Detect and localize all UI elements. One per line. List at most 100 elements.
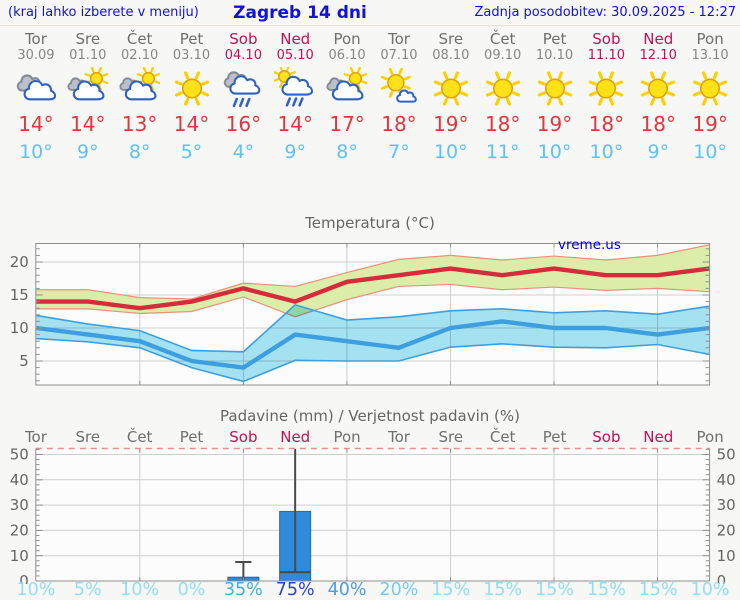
day-column[interactable]: Ned 05.10 14° 9° [269, 31, 321, 165]
day-date: 09.10 [484, 48, 522, 63]
day-column[interactable]: Čet 09.10 18° 11° [477, 31, 529, 165]
svg-text:20: 20 [717, 522, 736, 540]
min-temperature: 10° [19, 141, 53, 163]
weather-icon [632, 66, 684, 110]
svg-text:10: 10 [10, 319, 29, 337]
weather-icon [477, 66, 529, 110]
day-column[interactable]: Pet 03.10 14° 5° [166, 31, 218, 165]
forecast-strip: Tor 30.09 14° 10° Sre 01.10 14° 9° Čet 0… [10, 31, 736, 165]
max-temperature: 14° [277, 112, 313, 136]
weather-icon [684, 66, 736, 110]
day-date: 08.10 [432, 48, 470, 63]
temperature-chart: 5 10 15 20 [10, 243, 711, 386]
precip-probability: 20% [379, 580, 419, 600]
day-column[interactable]: Pet 10.10 19° 10° [529, 31, 581, 165]
day-date: 30.09 [17, 48, 55, 63]
max-temp-line [36, 266, 710, 311]
precip-day-label: Ned [280, 428, 311, 446]
max-temperature: 14° [173, 112, 210, 136]
min-temperature: 8° [128, 141, 151, 163]
precipitation-chart-title: Padavine (mm) / Verjetnost padavin (%) [220, 407, 520, 425]
precip-day-label: Pet [179, 428, 204, 446]
min-temperature: 10° [433, 141, 468, 163]
day-date: 05.10 [276, 48, 314, 63]
weather-icon [373, 66, 425, 110]
watermark-link[interactable]: vreme.us [558, 237, 621, 253]
precip-probability: 75% [275, 580, 315, 600]
min-temperature: 4° [232, 141, 255, 163]
weather-icon [321, 66, 373, 110]
min-temperature: 5° [180, 141, 203, 163]
day-date: 02.10 [121, 48, 159, 63]
svg-text:50: 50 [10, 446, 29, 464]
svg-text:50: 50 [717, 446, 736, 464]
day-column[interactable]: Tor 07.10 18° 7° [373, 31, 425, 165]
max-temperature: 14° [70, 112, 106, 136]
min-temperature: 10° [537, 141, 572, 163]
day-column[interactable]: Pon 06.10 17° 8° [321, 31, 373, 165]
max-temperature: 13° [121, 112, 158, 136]
precip-day-label: Sre [438, 428, 464, 446]
day-date: 03.10 [172, 48, 211, 63]
weather-icon [425, 66, 477, 110]
precip-day-label: Čet [126, 428, 153, 446]
precip-day-label: Pet [542, 428, 567, 446]
day-date: 01.10 [69, 48, 107, 63]
max-temperature: 17° [329, 112, 365, 136]
day-date: 11.10 [587, 48, 625, 63]
precip-probability: 35% [223, 580, 263, 600]
day-column[interactable]: Sob 11.10 18° 10° [580, 31, 632, 165]
precipitation-chart: 0 0 10 10 20 20 30 30 40 40 50 50 [10, 446, 736, 584]
day-name: Ned [280, 30, 311, 48]
day-name: Pet [179, 30, 204, 48]
svg-text:30: 30 [717, 496, 736, 514]
weather-icon [114, 66, 166, 110]
day-column[interactable]: Pon 13.10 19° 10° [684, 31, 736, 165]
day-name: Čet [126, 30, 153, 48]
precip-probability: 15% [535, 580, 574, 600]
svg-text:20: 20 [10, 253, 29, 271]
day-date: 12.10 [639, 48, 677, 63]
precip-day-label: Sre [75, 428, 101, 446]
day-name: Pon [333, 30, 361, 48]
precip-probability: 5% [73, 580, 102, 600]
max-temperature: 16° [225, 112, 262, 136]
max-temperature: 19° [433, 112, 469, 136]
day-column[interactable]: Sre 01.10 14° 9° [62, 31, 114, 165]
day-name: Sob [229, 30, 258, 48]
day-column[interactable]: Ned 12.10 18° 9° [632, 31, 684, 165]
min-temperature: 10° [589, 141, 624, 163]
day-name: Pon [696, 30, 724, 48]
precip-probability: 10% [16, 580, 56, 600]
day-name: Sre [438, 30, 464, 48]
header-divider [0, 25, 740, 26]
day-date: 13.10 [691, 48, 729, 63]
weather-icon [62, 66, 114, 110]
precip-day-label: Sob [229, 428, 258, 446]
svg-text:40: 40 [10, 471, 29, 489]
weather-icon [580, 66, 632, 110]
day-column[interactable]: Čet 02.10 13° 8° [114, 31, 166, 165]
weather-icon [217, 66, 269, 110]
precip-day-label: Pon [333, 428, 361, 446]
svg-text:30: 30 [10, 496, 29, 514]
precip-day-label: Sob [592, 428, 621, 446]
max-temperature: 18° [640, 112, 676, 136]
day-date: 10.10 [535, 48, 574, 63]
precip-probability: 15% [586, 580, 626, 600]
day-name: Tor [24, 30, 47, 48]
min-temperature: 9° [647, 141, 670, 163]
day-column[interactable]: Sre 08.10 19° 10° [425, 31, 477, 165]
precip-day-label: Pon [696, 428, 724, 446]
day-name: Pet [542, 30, 567, 48]
svg-text:0: 0 [19, 572, 29, 584]
day-column[interactable]: Tor 30.09 14° 10° [10, 31, 62, 165]
min-temperature: 7° [388, 141, 410, 163]
weather-icon [10, 66, 62, 110]
day-name: Sob [592, 30, 621, 48]
svg-text:20: 20 [10, 522, 29, 540]
precipitation-probability-row: 10% 5% 10% 0% 35% 75% 40% 20% 15% 15% 15% 15% 15% 10% [10, 580, 736, 600]
day-column[interactable]: Sob 04.10 16° 4° [217, 31, 269, 165]
weather-icon [529, 66, 581, 110]
